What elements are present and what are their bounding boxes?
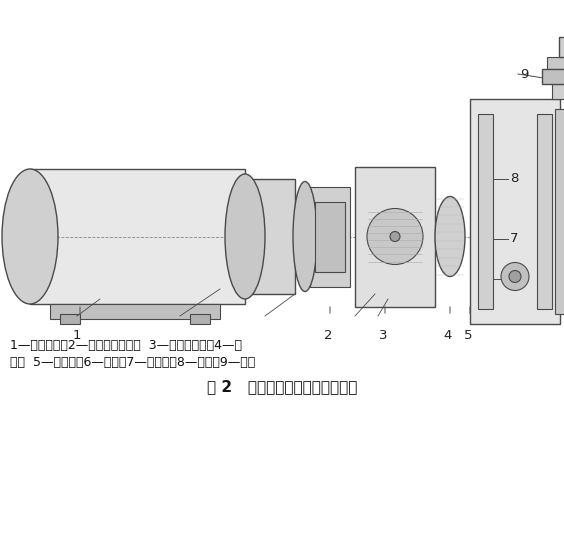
- Bar: [537, 114, 552, 309]
- Bar: [315, 201, 345, 271]
- Bar: [559, 37, 564, 57]
- Bar: [552, 84, 564, 99]
- Bar: [355, 167, 435, 307]
- Ellipse shape: [390, 232, 400, 241]
- Text: 5: 5: [464, 329, 472, 342]
- Text: 1—闸板电机；2—空心三爪芯轴；  3—尼龙缓冲柱；4—撞: 1—闸板电机；2—空心三爪芯轴； 3—尼龙缓冲柱；4—撞: [10, 339, 242, 352]
- Text: 2: 2: [324, 329, 332, 342]
- Bar: [555, 109, 564, 314]
- Ellipse shape: [293, 182, 317, 292]
- Text: 6: 6: [510, 272, 518, 286]
- Bar: [542, 69, 564, 84]
- Ellipse shape: [367, 208, 423, 264]
- Text: 7: 7: [510, 232, 518, 246]
- Bar: [50, 304, 220, 319]
- Ellipse shape: [509, 271, 521, 282]
- Text: 铁；  5—拨动盘；6—滚轮；7—推拉杆；8—撞盘；9—闸板: 铁； 5—拨动盘；6—滚轮；7—推拉杆；8—撞盘；9—闸板: [10, 356, 255, 369]
- Bar: [310, 186, 350, 287]
- Text: 9: 9: [520, 67, 528, 81]
- Ellipse shape: [2, 169, 58, 304]
- Ellipse shape: [501, 263, 529, 290]
- Bar: [60, 314, 80, 324]
- Bar: [547, 57, 564, 69]
- Bar: [190, 314, 210, 324]
- Text: 图 2   闸板关闭机构结构工作原理: 图 2 闸板关闭机构结构工作原理: [207, 379, 357, 394]
- Bar: [30, 169, 245, 304]
- Bar: [478, 114, 493, 309]
- Bar: [470, 99, 560, 324]
- Ellipse shape: [435, 197, 465, 277]
- Ellipse shape: [225, 174, 265, 299]
- Text: 4: 4: [444, 329, 452, 342]
- Bar: [240, 179, 295, 294]
- Text: 3: 3: [379, 329, 387, 342]
- Text: 1: 1: [73, 329, 81, 342]
- Text: 8: 8: [510, 172, 518, 185]
